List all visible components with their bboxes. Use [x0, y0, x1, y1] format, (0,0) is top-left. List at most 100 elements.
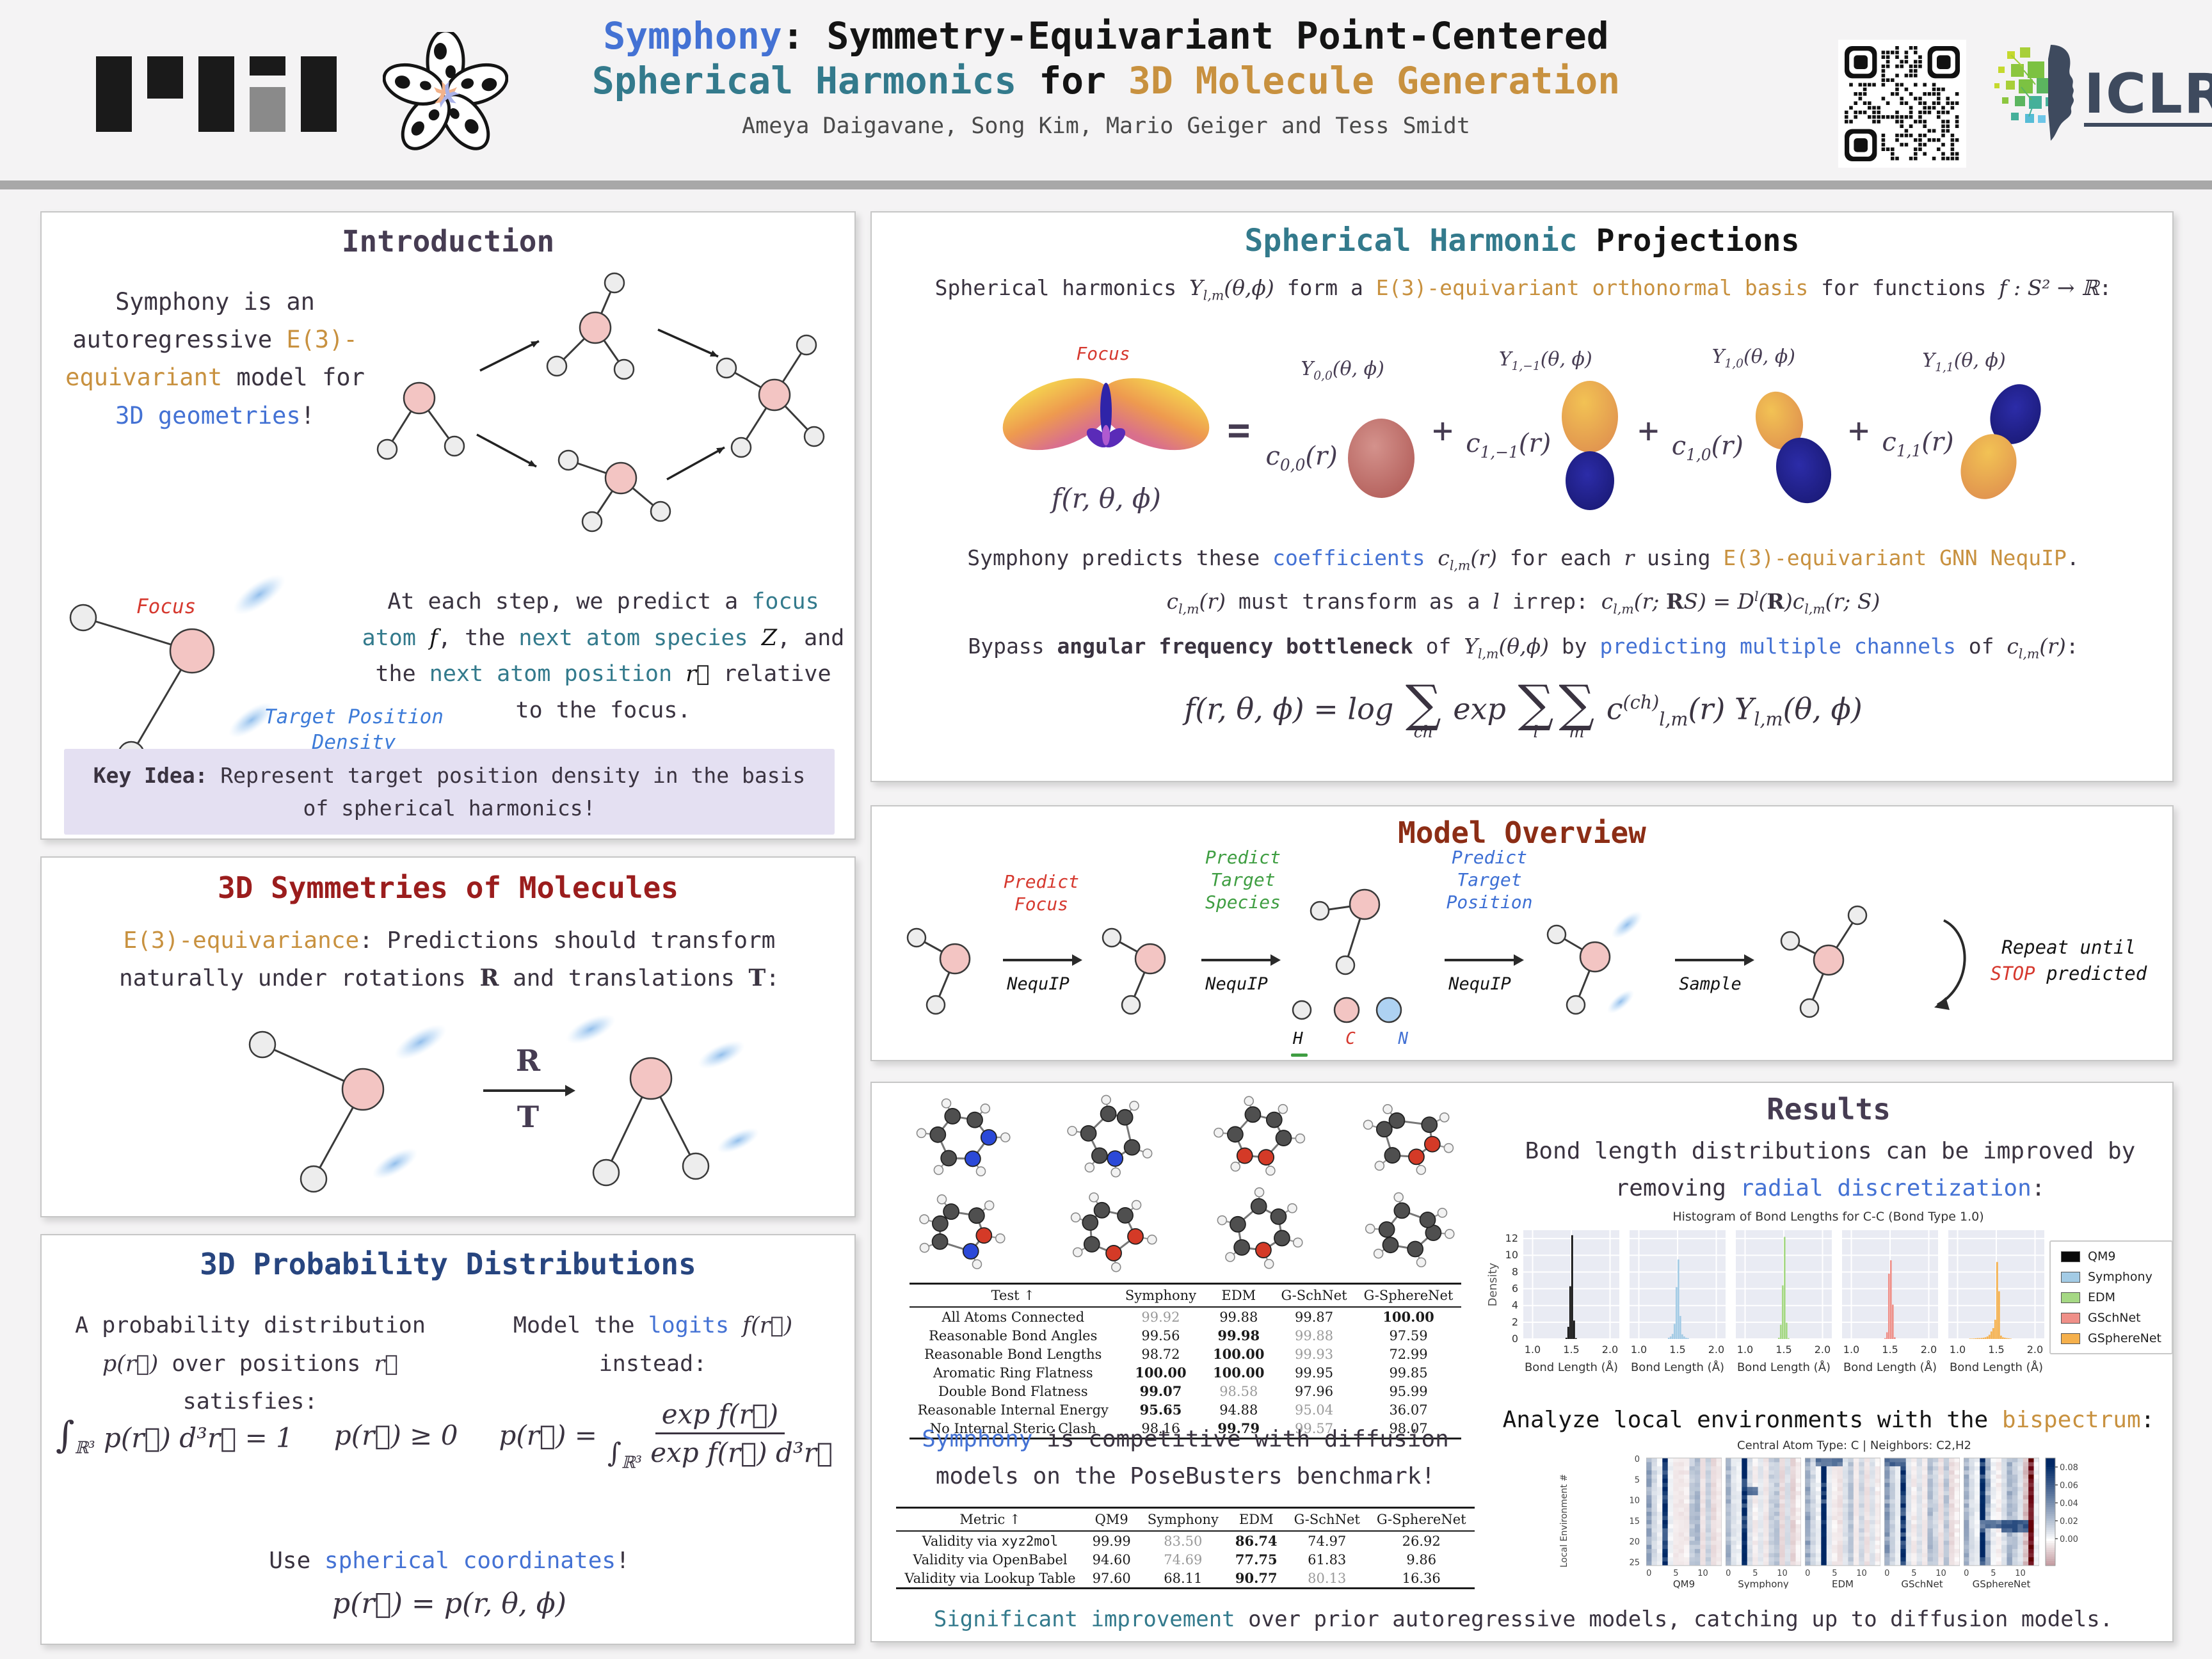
- formula-softmax: p(r⃗) = exp f(r⃗) ∫ℝ³ exp f(r⃗) d³r⃗: [499, 1399, 833, 1473]
- table-row: Reasonable Internal Energy 95.65 94.88 95.0…: [917, 1402, 1428, 1418]
- bispectrum-text: Analyze local environments with the bisp…: [1502, 1407, 2155, 1433]
- rt-arrow: [483, 1085, 575, 1096]
- table-header: QM9: [1084, 1509, 1139, 1532]
- svg-text:5: 5: [1752, 1569, 1758, 1578]
- sh-focus-label: Focus: [1076, 342, 1130, 364]
- svg-text:25: 25: [1629, 1559, 1640, 1568]
- table-row: Double Bond Flatness 99.07 98.58 97.96 95.99: [938, 1383, 1428, 1399]
- predict-position-label: Predict Target Position: [1446, 847, 1533, 913]
- equivariance-diagram: [248, 1014, 760, 1193]
- svg-text:10: 10: [1629, 1496, 1640, 1506]
- pipeline-arrow-1: [1003, 954, 1082, 966]
- svg-text:10: 10: [1856, 1569, 1867, 1578]
- species-labels: H C N: [1286, 1029, 1415, 1048]
- posebusters-text: Symphony is competitive with diffusion m…: [922, 1426, 1449, 1489]
- molecule-growth-diagram: [376, 272, 825, 533]
- histogram-legend: QM9 Symphony EDM GSchNet GSphereNet: [2049, 1240, 2173, 1354]
- table-row: Validity via OpenBabel 94.60 74.69 77.75 61.…: [913, 1551, 1437, 1567]
- svg-text:GSphereNet: GSphereNet: [1973, 1578, 2031, 1589]
- svg-text:EDM: EDM: [1832, 1578, 1854, 1589]
- table-row: No Internal Steric Clash 98.16 99.79 99.57 9…: [929, 1420, 1428, 1436]
- svg-text:Bond Length (Å): Bond Length (Å): [1525, 1360, 1618, 1374]
- table-header: Symphony: [1139, 1509, 1227, 1532]
- svg-text:2.0: 2.0: [1602, 1343, 1618, 1356]
- panel-introduction: Introduction Symphony is an autoregressi…: [40, 211, 856, 840]
- sh-bypass-line: Bypass angular frequency bottleneck of Y…: [968, 634, 2079, 662]
- svg-text:10: 10: [2015, 1569, 2026, 1578]
- probability-title: 3D Probability Distributions: [200, 1247, 696, 1281]
- svg-text:12: 12: [1505, 1232, 1518, 1244]
- introduction-title: Introduction: [341, 224, 555, 259]
- table-header: EDM: [1226, 1509, 1286, 1532]
- svg-text:1.5: 1.5: [1882, 1343, 1898, 1356]
- svg-text:0.06: 0.06: [2060, 1481, 2078, 1491]
- title-line-2: Spherical Harmonics for 3D Molecule Gene…: [591, 58, 1621, 102]
- svg-text:0: 0: [1884, 1569, 1889, 1578]
- title-line-1: Symphony: Symmetry-Equivariant Point-Cen…: [603, 14, 1609, 58]
- sh-y1m1-shape: [1562, 380, 1619, 510]
- svg-text:4: 4: [1512, 1299, 1518, 1311]
- svg-text:5: 5: [1832, 1569, 1837, 1578]
- sh-term-label: Y0,0(θ, ϕ): [1301, 357, 1384, 383]
- pipeline-molecule-3: [1310, 888, 1381, 975]
- svg-text:6: 6: [1512, 1283, 1518, 1295]
- equals-sign: =: [1227, 408, 1251, 453]
- results-title: Results: [1767, 1092, 1891, 1126]
- table-row: All Atoms Connected 99.92 99.88 99.87 100.00: [942, 1309, 1434, 1325]
- rotation-label: R: [515, 1043, 541, 1078]
- svg-text:Bond Length (Å): Bond Length (Å): [1631, 1360, 1724, 1374]
- table-header: G-SphereNet: [1355, 1285, 1462, 1308]
- translation-label: T: [517, 1100, 540, 1134]
- pipeline-molecule-5: [1780, 905, 1868, 1018]
- table-row: Reasonable Bond Lengths 98.72 100.00 99.93 7…: [924, 1346, 1428, 1362]
- predict-focus-label: Predict Focus: [1003, 871, 1079, 915]
- svg-text:1.5: 1.5: [1563, 1343, 1579, 1356]
- symmetries-title: 3D Symmetries of Molecules: [217, 870, 679, 905]
- heatmap-y-axis: 0 5 10 15 20 25: [1629, 1455, 1640, 1568]
- svg-text:1.5: 1.5: [1775, 1343, 1791, 1356]
- svg-text:5: 5: [1991, 1569, 1996, 1578]
- probability-formulas: ∫ℝ³ p(r⃗) d³r⃗ = 1 p(r⃗) ≥ 0 p(r⃗) = exp…: [48, 1399, 851, 1472]
- histogram-subplot-QM9: 1.0 1.5 2.0 Bond Length (Å) 0 2 4 6 8 10 12 Density: [1487, 1230, 1619, 1374]
- quality-table: Test ↑ Symphony EDM G-SchNet G-SphereNet All …: [909, 1283, 1462, 1439]
- species-H: H: [1293, 1029, 1303, 1048]
- probability-left-intro: A probability distribution p(r⃗) over po…: [75, 1313, 426, 1415]
- heatmap-colorbar: 0.08 0.06 0.04 0.02 0.00: [2045, 1457, 2078, 1566]
- svg-text:1.0: 1.0: [1950, 1343, 1966, 1356]
- svg-text:1.0: 1.0: [1737, 1343, 1753, 1356]
- svg-text:5: 5: [1911, 1569, 1916, 1578]
- svg-text:0.02: 0.02: [2060, 1517, 2078, 1527]
- svg-text:0: 0: [1512, 1333, 1518, 1345]
- heatmap-title: Central Atom Type: C | Neighbors: C2,H2: [1737, 1439, 1971, 1452]
- sh-basis-line: Spherical harmonics Yl,m(θ,ϕ) form a E(3…: [934, 275, 2112, 303]
- pipeline-arrow-4: [1675, 954, 1754, 966]
- legend-entry: EDM: [2060, 1290, 2161, 1304]
- molecule-thumbnail: [1365, 1192, 1455, 1268]
- legend-entry: Symphony: [2060, 1270, 2161, 1284]
- nequip-label-3: NequIP: [1448, 974, 1511, 994]
- svg-text:0.00: 0.00: [2060, 1535, 2078, 1544]
- plus-sign-2: +: [1638, 410, 1659, 451]
- predict-species-label: Predict Target Species: [1205, 847, 1281, 913]
- spherical-formula: p(r⃗) = p(r, θ, ϕ): [332, 1587, 566, 1620]
- model-overview-title: Model Overview: [1398, 815, 1646, 850]
- svg-text:2.0: 2.0: [1815, 1343, 1831, 1356]
- molecule-thumbnail: [919, 1194, 1006, 1270]
- svg-text:1.0: 1.0: [1843, 1343, 1859, 1356]
- legend-entry: GSphereNet: [2060, 1331, 2161, 1345]
- histogram-subplot-GSphereNet: 1.0 1.5 2.0 Bond Length (Å): [1948, 1230, 2044, 1374]
- sh-term-3: Y1,1(θ, ϕ) c1,1(r): [1882, 349, 2046, 511]
- svg-text:5: 5: [1673, 1569, 1678, 1578]
- sh-irrep-line: cl,m(r) must transform as a l irrep: cl,…: [1166, 589, 1880, 617]
- sh-butterfly-shape: [1003, 378, 1210, 450]
- species-options: [1292, 997, 1402, 1023]
- results-bottom-text: Significant improvement over prior autor…: [933, 1607, 2113, 1632]
- molecule-thumbnail: [1066, 1094, 1152, 1178]
- cow-pinwheel-logo: [383, 32, 508, 150]
- svg-text:2.0: 2.0: [1921, 1343, 1937, 1356]
- sh-decomposition: Focus: [878, 325, 2168, 536]
- table-header: G-SphereNet: [1368, 1509, 1475, 1532]
- generated-molecules-gallery: [888, 1091, 1483, 1278]
